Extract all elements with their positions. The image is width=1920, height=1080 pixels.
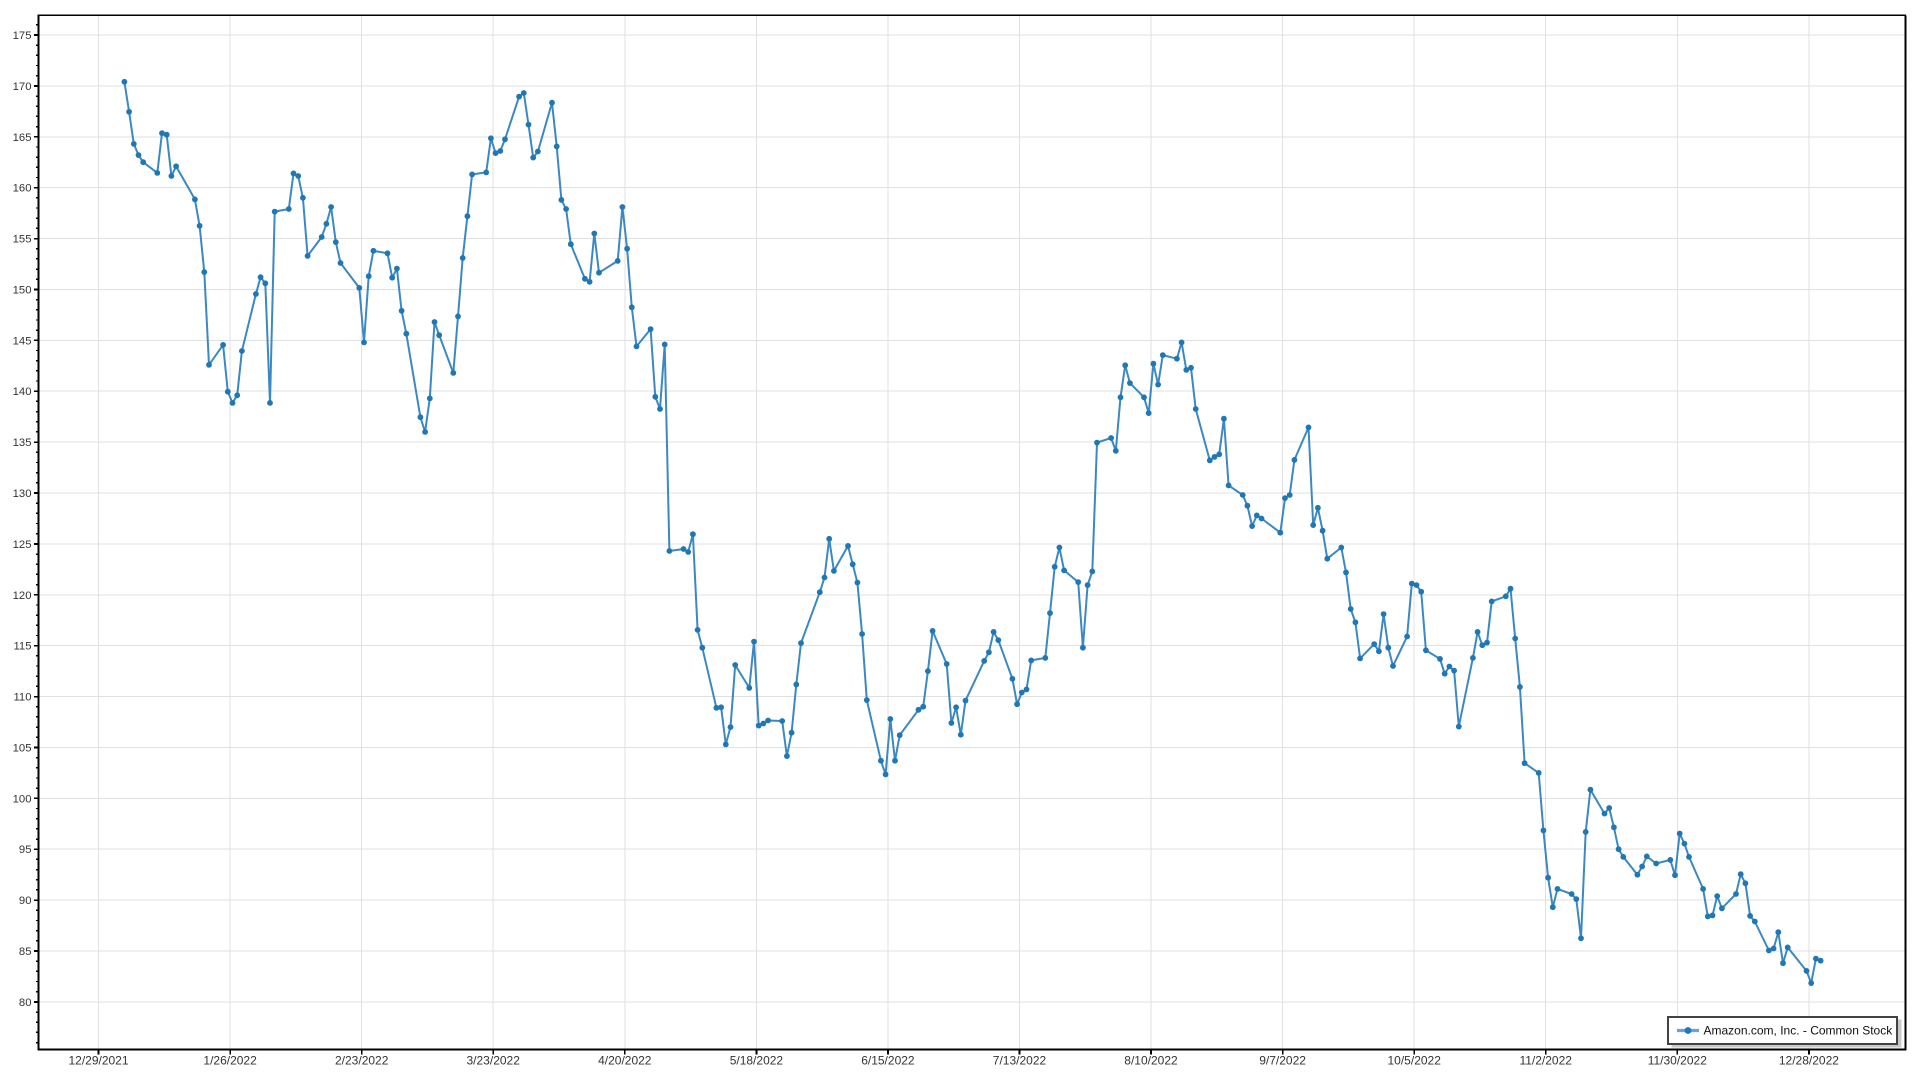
svg-text:115: 115 [13, 641, 31, 653]
svg-text:120: 120 [13, 590, 32, 602]
svg-text:160: 160 [13, 183, 32, 195]
svg-text:5/18/2022: 5/18/2022 [730, 1054, 784, 1068]
svg-text:100: 100 [13, 793, 32, 805]
svg-text:90: 90 [19, 895, 32, 907]
svg-text:85: 85 [19, 946, 32, 958]
svg-text:165: 165 [13, 132, 32, 144]
svg-text:150: 150 [13, 284, 32, 296]
svg-text:125: 125 [13, 539, 32, 551]
svg-text:2/23/2022: 2/23/2022 [335, 1054, 389, 1068]
svg-text:11/2/2022: 11/2/2022 [1519, 1054, 1572, 1068]
svg-text:155: 155 [13, 234, 32, 246]
svg-text:95: 95 [19, 844, 32, 856]
svg-text:3/23/2022: 3/23/2022 [467, 1054, 521, 1068]
svg-text:105: 105 [13, 743, 32, 755]
svg-text:170: 170 [13, 81, 32, 93]
svg-text:110: 110 [13, 692, 31, 704]
svg-text:135: 135 [13, 437, 32, 449]
svg-text:4/20/2022: 4/20/2022 [598, 1054, 652, 1068]
svg-text:7/13/2022: 7/13/2022 [993, 1054, 1047, 1068]
svg-text:12/29/2021: 12/29/2021 [68, 1054, 128, 1068]
svg-text:175: 175 [13, 30, 32, 42]
svg-text:80: 80 [19, 997, 32, 1009]
svg-text:145: 145 [13, 335, 32, 347]
svg-text:Amazon.com, Inc. - Common Stoc: Amazon.com, Inc. - Common Stock [1704, 1024, 1894, 1038]
svg-text:8/10/2022: 8/10/2022 [1124, 1054, 1178, 1068]
svg-text:130: 130 [13, 488, 32, 500]
svg-text:140: 140 [13, 386, 32, 398]
svg-text:9/7/2022: 9/7/2022 [1259, 1054, 1306, 1068]
svg-text:6/15/2022: 6/15/2022 [861, 1054, 915, 1068]
svg-text:10/5/2022: 10/5/2022 [1388, 1054, 1442, 1068]
svg-text:12/28/2022: 12/28/2022 [1779, 1054, 1839, 1068]
svg-text:1/26/2022: 1/26/2022 [203, 1054, 257, 1068]
svg-text:11/30/2022: 11/30/2022 [1648, 1054, 1707, 1068]
